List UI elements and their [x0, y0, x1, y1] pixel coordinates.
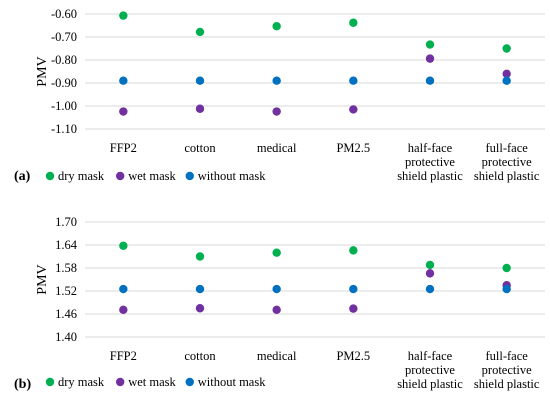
data-point-wet-mask — [119, 107, 128, 116]
x-category-label: shield plastic — [397, 169, 463, 183]
data-point-wet-mask — [502, 69, 511, 79]
y-tick-label: 1.40 — [55, 330, 77, 344]
x-category-label: PM2.5 — [336, 349, 370, 363]
data-point-without-mask — [502, 284, 511, 294]
data-point-dry-mask — [425, 260, 435, 270]
y-tick-label: 1.46 — [55, 307, 77, 321]
chart-panel-a: -0.60 -0.70 -0.80 -0.90 -1.00 -1.10 PMV FFP2 cot… — [14, 7, 545, 184]
y-tick-label: -0.60 — [51, 7, 77, 21]
legend-marker — [185, 171, 194, 181]
x-category-label: protective — [482, 363, 532, 377]
legend-marker — [45, 171, 55, 181]
y-tick-label: 1.52 — [55, 284, 77, 298]
panel-label: (b) — [14, 377, 31, 392]
data-point-without-mask — [349, 284, 358, 294]
x-category-label: shield plastic — [474, 377, 540, 391]
data-point-without-mask — [119, 76, 128, 85]
data-point-wet-mask — [272, 107, 281, 116]
x-category-label: protective — [405, 155, 455, 169]
data-point-without-mask — [502, 76, 511, 85]
data-point-without-mask — [272, 284, 281, 294]
data-point-wet-mask — [272, 305, 281, 314]
chart-panel-b: 1.70 1.64 1.58 1.52 1.46 1.40 PMV FFP2 cotton med… — [14, 215, 545, 392]
y-tick-label: -0.90 — [51, 76, 77, 90]
legend-entry: without mask — [198, 375, 266, 389]
data-point-without-mask — [349, 76, 358, 85]
data-point-wet-mask — [195, 104, 205, 113]
y-tick-label: -0.80 — [51, 53, 77, 67]
data-point-dry-mask — [349, 246, 358, 255]
x-category-label: protective — [405, 363, 455, 377]
data-point-dry-mask — [272, 248, 281, 257]
data-point-without-mask — [195, 284, 205, 294]
legend-entry: dry mask — [58, 169, 105, 183]
y-tick-label: 1.58 — [55, 261, 77, 275]
data-point-without-mask — [195, 76, 205, 85]
legend-entry: dry mask — [58, 375, 105, 389]
data-point-dry-mask — [502, 263, 511, 273]
x-category-label: full-face — [486, 349, 529, 363]
x-category-label: full-face — [486, 141, 529, 155]
x-category-label: half-face — [408, 141, 453, 155]
x-category-label: FFP2 — [110, 141, 137, 155]
data-point-dry-mask — [195, 252, 205, 261]
y-tick-label: -1.00 — [51, 99, 77, 113]
y-tick-label: -0.70 — [51, 30, 77, 44]
data-point-wet-mask — [119, 305, 128, 314]
x-category-label: medical — [257, 141, 297, 155]
data-point-wet-mask — [195, 304, 205, 313]
y-tick-label: 1.70 — [55, 215, 77, 229]
legend-marker — [45, 377, 55, 387]
legend-marker — [185, 377, 194, 387]
data-point-dry-mask — [195, 27, 205, 37]
panel-label: (a) — [14, 169, 31, 184]
x-category-label: cotton — [184, 141, 216, 155]
x-category-label: medical — [257, 349, 297, 363]
data-point-dry-mask — [425, 40, 435, 49]
data-point-wet-mask — [425, 269, 435, 278]
x-category-label: PM2.5 — [336, 141, 370, 155]
data-point-dry-mask — [119, 241, 128, 250]
data-point-wet-mask — [349, 105, 358, 114]
data-point-dry-mask — [349, 18, 358, 27]
x-category-label: cotton — [184, 349, 216, 363]
data-point-dry-mask — [119, 11, 128, 20]
data-point-dry-mask — [502, 44, 511, 53]
y-tick-label: -1.10 — [51, 122, 77, 136]
x-category-label: protective — [482, 155, 532, 169]
y-axis-label: PMV — [35, 56, 50, 86]
data-point-wet-mask — [349, 304, 358, 313]
legend-entry: wet mask — [128, 169, 176, 183]
data-point-dry-mask — [272, 21, 281, 31]
x-category-label: half-face — [408, 349, 453, 363]
data-point-without-mask — [272, 76, 281, 85]
legend-marker — [115, 377, 125, 387]
legend-entry: without mask — [198, 169, 266, 183]
legend-marker — [115, 171, 125, 181]
y-tick-label: 1.64 — [55, 238, 78, 252]
data-point-without-mask — [119, 284, 128, 294]
x-category-label: shield plastic — [397, 377, 463, 391]
x-category-label: FFP2 — [110, 349, 137, 363]
data-point-wet-mask — [425, 54, 435, 63]
data-point-without-mask — [425, 76, 435, 85]
legend-entry: wet mask — [128, 375, 176, 389]
x-category-label: shield plastic — [474, 169, 540, 183]
y-axis-label: PMV — [35, 264, 50, 294]
data-point-without-mask — [425, 284, 435, 294]
